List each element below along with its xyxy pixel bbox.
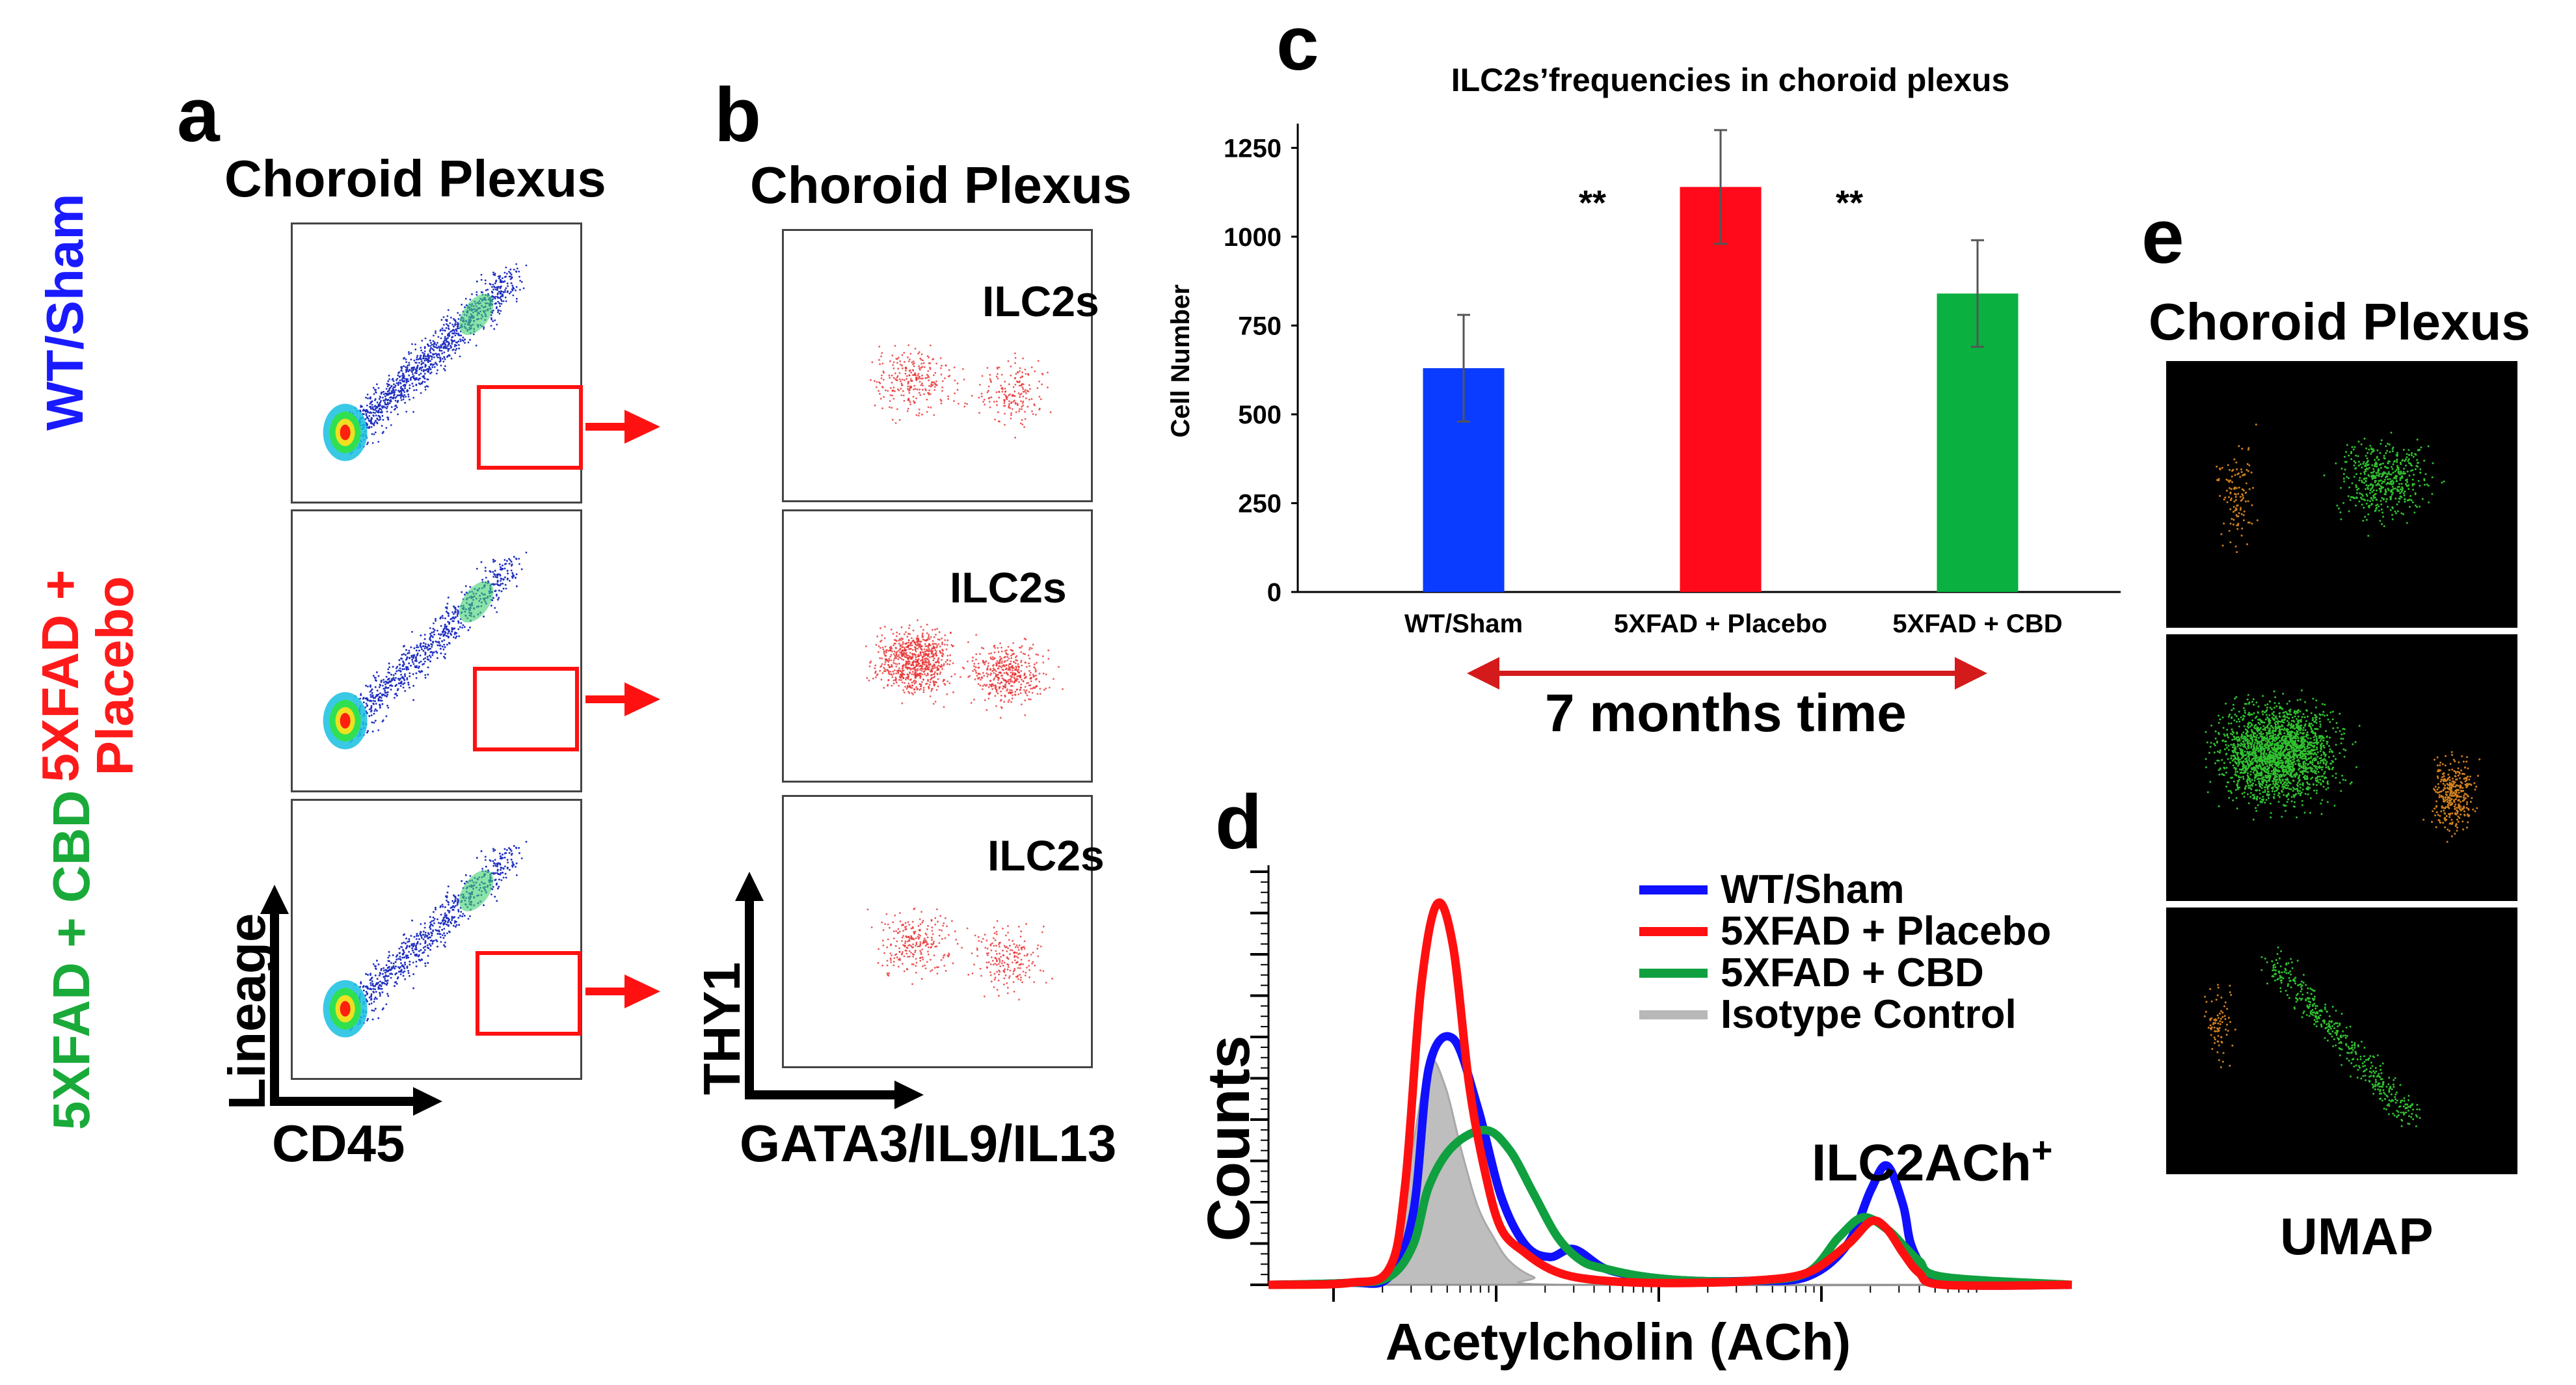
gate-label-b-1: ILC2s <box>982 277 1099 325</box>
row-label-5xfad-placebo: 5XFAD + Placebo <box>31 539 144 813</box>
density-branch <box>459 870 494 911</box>
gate-arrow-head-2 <box>624 682 660 716</box>
density-branch <box>459 293 494 335</box>
bar-chart-title: ILC2s’frequencies in choroid plexus <box>1451 62 2010 98</box>
time-span-head-left <box>1467 657 1499 690</box>
gate-arrow-2 <box>585 695 631 703</box>
density-dots <box>323 840 528 1038</box>
panel-b-letter: b <box>714 72 762 158</box>
axes-arrows-b <box>735 872 924 1109</box>
gate-arrow-3 <box>585 988 631 995</box>
gate-arrows <box>585 410 660 1008</box>
bar-y-tick-label-3: 750 <box>1238 312 1281 340</box>
density-dots <box>323 552 528 749</box>
flow-plot-b-3 <box>782 795 1093 1068</box>
umap-dots <box>2205 689 2481 843</box>
bar-y-tick-label-4: 1000 <box>1224 223 1281 252</box>
umap-dots <box>2203 946 2421 1127</box>
time-span-arrow <box>1467 657 1987 690</box>
gate-arrow-1 <box>585 423 631 431</box>
gate-arrow-head-3 <box>624 975 660 1008</box>
ilc2ach-annotation-sup: + <box>2031 1129 2053 1170</box>
umap-dots <box>2216 424 2445 554</box>
bar-y-axis-label: Cell Number <box>1166 284 1195 438</box>
axis-b-y-line <box>745 898 754 1099</box>
bar-category-label-0: WT/Sham <box>1404 610 1523 638</box>
bar-y-tick-label-1: 250 <box>1238 489 1281 518</box>
significance-0: ** <box>1579 183 1606 222</box>
bar-y-tick-label-0: 0 <box>1267 578 1281 607</box>
time-span-line <box>1493 671 1961 676</box>
ilc2ach-annotation: ILC2ACh+ <box>1812 1129 2052 1193</box>
density-core-peak <box>340 424 351 440</box>
axis-a-y-label: Lineage <box>218 913 276 1110</box>
time-span-label: 7 months time <box>1545 684 1907 743</box>
ilc2-dots <box>865 619 1064 719</box>
panel-b-title: Choroid Plexus <box>750 156 1132 214</box>
ilc2-dots <box>866 908 1053 1001</box>
gate-a-1 <box>477 385 583 470</box>
gate-label-b-2: ILC2s <box>950 563 1067 612</box>
hist-series-5xfad-placebo <box>1268 898 2073 1290</box>
hist-y-axis-label: Counts <box>1196 1036 1262 1242</box>
flow-plot-a-2 <box>291 509 582 792</box>
bar-y-tick-label-2: 500 <box>1238 401 1281 429</box>
panel-d-letter: d <box>1215 779 1263 865</box>
gate-a-3 <box>476 951 582 1036</box>
panel-a-letter: a <box>177 72 220 158</box>
significance-1: ** <box>1836 183 1863 222</box>
density-dots <box>323 263 528 461</box>
legend-label-isotype-control: Isotype Control <box>1721 992 2017 1037</box>
axis-b-x-label: GATA3/IL9/IL13 <box>740 1114 1117 1172</box>
umap-axis-label: UMAP <box>2280 1207 2434 1265</box>
axis-b-x-head <box>894 1081 924 1109</box>
axis-a-x-head <box>413 1087 442 1116</box>
umap-plot-1 <box>2166 361 2517 628</box>
flow-plot-a-1 <box>291 222 582 504</box>
row-label-5xfad-placebo-line2: Placebo <box>86 576 144 776</box>
axis-a-y-head <box>260 885 289 914</box>
row-label-wt-sham: WT/Sham <box>36 193 94 431</box>
bar-1 <box>1680 187 1762 592</box>
ilc2ach-annotation-text: ILC2ACh <box>1812 1133 2032 1192</box>
axis-a-y-line <box>270 911 279 1106</box>
ilc2-dots <box>870 344 1052 439</box>
flow-plot-b-1 <box>782 229 1093 502</box>
density-core-peak <box>340 712 351 729</box>
axis-a-x-line <box>270 1097 416 1106</box>
panel-c-letter: c <box>1276 1 1319 87</box>
time-span-head-right <box>1955 657 1987 690</box>
hist-x-axis-label: Acetylcholin (ACh) <box>1386 1313 1851 1371</box>
axes-arrows-a <box>260 885 442 1116</box>
legend-label-5xfad-placebo: 5XFAD + Placebo <box>1721 909 2051 954</box>
bar-y-tick-label-5: 1250 <box>1224 134 1281 163</box>
axis-b-x-line <box>745 1090 898 1099</box>
bar-category-label-2: 5XFAD + CBD <box>1892 610 2062 638</box>
row-label-5xfad-placebo-line1: 5XFAD + <box>31 569 89 783</box>
gate-label-b-3: ILC2s <box>987 831 1105 880</box>
umap-plot-3 <box>2166 908 2517 1174</box>
legend-label-wt-sham: WT/Sham <box>1721 867 1904 912</box>
flow-plot-b-2 <box>782 509 1093 783</box>
row-label-5xfad-cbd: 5XFAD + CBD <box>42 790 100 1130</box>
axis-b-y-head <box>735 872 764 901</box>
density-branch <box>459 581 494 623</box>
legend-label-5xfad-cbd: 5XFAD + CBD <box>1721 950 1984 995</box>
axis-b-y-label: THY1 <box>693 961 751 1096</box>
density-core-peak <box>340 1001 351 1017</box>
bar-chart: ILC2s’frequencies in choroid plexus 0 250 5… <box>1166 62 2121 638</box>
gate-a-2 <box>473 667 579 751</box>
umap-plot-2 <box>2166 634 2517 901</box>
panel-e-letter: e <box>2141 194 2184 280</box>
panel-a-title: Choroid Plexus <box>224 150 606 208</box>
gate-arrow-head-1 <box>624 410 660 444</box>
panel-e-title: Choroid Plexus <box>2149 293 2530 351</box>
bar-category-label-1: 5XFAD + Placebo <box>1614 610 1827 638</box>
axis-a-x-label: CD45 <box>272 1114 405 1172</box>
